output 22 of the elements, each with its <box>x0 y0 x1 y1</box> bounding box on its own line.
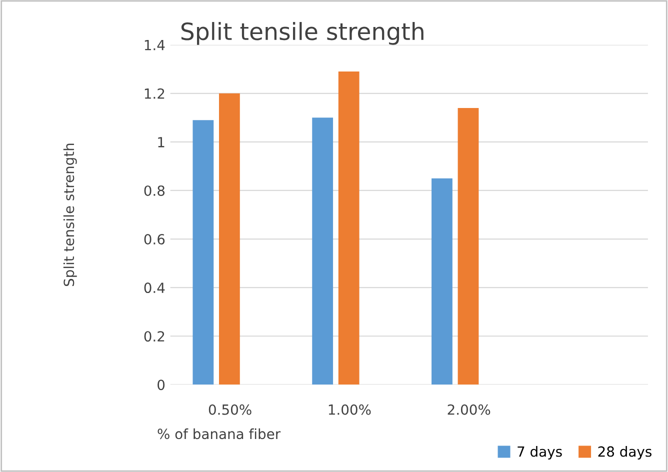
bar <box>312 118 334 385</box>
bar <box>219 93 240 385</box>
bar <box>458 108 479 385</box>
x-axis-title: % of banana fiber <box>158 428 281 440</box>
y-tick-label: 0.4 <box>144 282 165 294</box>
x-tick-label: 1.00% <box>328 404 371 415</box>
y-tick-label: 0.2 <box>144 331 164 342</box>
y-tick-label: 1 <box>158 137 164 148</box>
x-tick-label: 2.00% <box>448 404 490 415</box>
y-tick-label: 1.2 <box>144 88 164 99</box>
y-axis-title: Split tensile strength <box>63 144 77 286</box>
legend-label: 7 days <box>518 446 562 460</box>
bar <box>432 178 452 385</box>
y-tick-label: 0.8 <box>144 185 165 196</box>
y-tick-label: 0 <box>158 380 165 390</box>
legend-label: 28 days <box>598 446 652 460</box>
x-tick-label: 0.50% <box>208 404 252 415</box>
y-tick-label: 0.6 <box>144 234 165 245</box>
y-tick-label: 1.4 <box>144 40 165 50</box>
chart-title: Split tensile strength <box>181 22 424 45</box>
bar <box>192 120 214 385</box>
bar <box>338 72 360 385</box>
